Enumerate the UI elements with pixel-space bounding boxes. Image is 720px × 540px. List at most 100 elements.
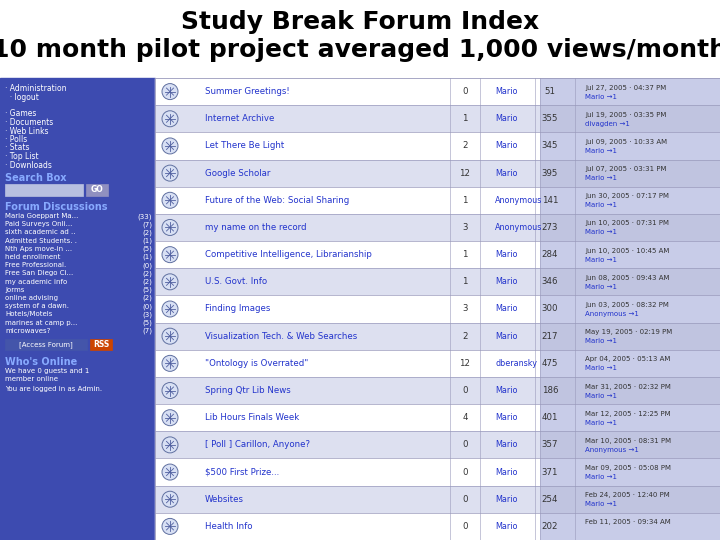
Text: Mario →1: Mario →1 (585, 420, 617, 426)
Circle shape (162, 410, 178, 426)
Text: Free Professional.: Free Professional. (5, 262, 66, 268)
Text: Mario: Mario (495, 468, 518, 477)
Bar (540, 513, 720, 540)
Text: 3: 3 (462, 305, 468, 314)
Text: · logout: · logout (5, 92, 39, 102)
Text: Who's Online: Who's Online (5, 357, 77, 367)
Text: Maria Goeppart Ma...: Maria Goeppart Ma... (5, 213, 78, 219)
Text: 1: 1 (462, 250, 468, 259)
Text: sixth academic ad ..: sixth academic ad .. (5, 230, 76, 235)
Bar (540, 404, 720, 431)
Text: 202: 202 (541, 522, 558, 531)
Text: Nth Aps move-in ...: Nth Aps move-in ... (5, 246, 72, 252)
Text: You are logged in as Admin.: You are logged in as Admin. (5, 386, 102, 392)
Text: Competitive Intelligence, Librarianship: Competitive Intelligence, Librarianship (205, 250, 372, 259)
Text: 2: 2 (462, 332, 468, 341)
Text: (2): (2) (142, 271, 152, 277)
Circle shape (162, 355, 178, 372)
Bar (155, 268, 540, 295)
Text: (2): (2) (142, 230, 152, 236)
Text: Mario →1: Mario →1 (585, 230, 617, 235)
Circle shape (162, 219, 178, 235)
Text: Mario: Mario (495, 305, 518, 314)
Text: Jun 08, 2005 · 09:43 AM: Jun 08, 2005 · 09:43 AM (585, 275, 670, 281)
Text: 51: 51 (544, 87, 556, 96)
Bar (540, 214, 720, 241)
Text: Jun 10, 2005 · 10:45 AM: Jun 10, 2005 · 10:45 AM (585, 248, 670, 254)
Text: 3: 3 (462, 223, 468, 232)
Text: RSS: RSS (93, 340, 109, 349)
Text: Google Scholar: Google Scholar (205, 168, 271, 178)
Bar (155, 431, 540, 458)
Text: Admitted Students. .: Admitted Students. . (5, 238, 77, 244)
Bar (155, 458, 540, 485)
Text: Mario →1: Mario →1 (585, 202, 617, 208)
Text: Mario →1: Mario →1 (585, 93, 617, 99)
Circle shape (162, 437, 178, 453)
Circle shape (162, 247, 178, 262)
Text: Mar 12, 2005 · 12:25 PM: Mar 12, 2005 · 12:25 PM (585, 411, 670, 417)
Text: 371: 371 (541, 468, 558, 477)
Text: Health Info: Health Info (205, 522, 253, 531)
Text: Mario: Mario (495, 522, 518, 531)
Bar (540, 241, 720, 268)
Bar (540, 187, 720, 214)
Circle shape (162, 382, 178, 399)
Text: 395: 395 (542, 168, 558, 178)
Text: Mario →1: Mario →1 (585, 284, 617, 290)
Text: Search Box: Search Box (5, 173, 66, 183)
Text: Mario →1: Mario →1 (585, 474, 617, 480)
Circle shape (162, 328, 178, 344)
Text: Anonymous →1: Anonymous →1 (585, 447, 639, 453)
Text: 273: 273 (541, 223, 558, 232)
Text: GO: GO (91, 186, 104, 194)
Text: Internet Archive: Internet Archive (205, 114, 274, 123)
Bar (155, 187, 540, 214)
Text: 254: 254 (541, 495, 558, 504)
Bar (540, 295, 720, 322)
Text: 0: 0 (462, 522, 468, 531)
Text: 284: 284 (541, 250, 558, 259)
Text: (33): (33) (138, 213, 152, 219)
Text: 1: 1 (462, 114, 468, 123)
Text: $500 First Prize...: $500 First Prize... (205, 468, 279, 477)
Text: online advising: online advising (5, 295, 58, 301)
Text: marines at camp p...: marines at camp p... (5, 320, 77, 326)
Text: Mario: Mario (495, 495, 518, 504)
Circle shape (162, 111, 178, 127)
Text: "Ontology is Overrated": "Ontology is Overrated" (205, 359, 308, 368)
Bar (540, 458, 720, 485)
Text: (7): (7) (142, 328, 152, 334)
Text: Jul 27, 2005 · 04:37 PM: Jul 27, 2005 · 04:37 PM (585, 85, 666, 91)
Bar (540, 268, 720, 295)
Bar (86, 184, 108, 196)
Text: · Top List: · Top List (5, 152, 39, 161)
Text: · Administration: · Administration (5, 84, 66, 93)
Text: 12: 12 (459, 168, 470, 178)
Text: 141: 141 (541, 196, 558, 205)
Bar (155, 513, 540, 540)
Text: dberansky: dberansky (495, 359, 537, 368)
Bar (540, 105, 720, 132)
Bar (540, 159, 720, 187)
Text: Anonymous: Anonymous (495, 196, 542, 205)
Text: 401: 401 (541, 413, 558, 422)
Text: Mario: Mario (495, 168, 518, 178)
Text: Jorms: Jorms (5, 287, 24, 293)
Circle shape (162, 301, 178, 317)
Text: Mar 31, 2005 · 02:32 PM: Mar 31, 2005 · 02:32 PM (585, 383, 671, 389)
Text: [Access Forum]: [Access Forum] (19, 341, 73, 348)
Text: [ Poll ] Carillon, Anyone?: [ Poll ] Carillon, Anyone? (205, 441, 310, 449)
Text: Mario: Mario (495, 441, 518, 449)
Text: Let There Be Light: Let There Be Light (205, 141, 284, 151)
Text: 346: 346 (541, 278, 558, 286)
Circle shape (162, 138, 178, 154)
Text: Mar 10, 2005 · 08:31 PM: Mar 10, 2005 · 08:31 PM (585, 438, 671, 444)
Text: · Polls: · Polls (5, 135, 27, 144)
Bar (155, 322, 540, 350)
Bar (155, 241, 540, 268)
Circle shape (162, 84, 178, 99)
Circle shape (162, 464, 178, 480)
Circle shape (162, 491, 178, 507)
Text: (7): (7) (142, 221, 152, 228)
